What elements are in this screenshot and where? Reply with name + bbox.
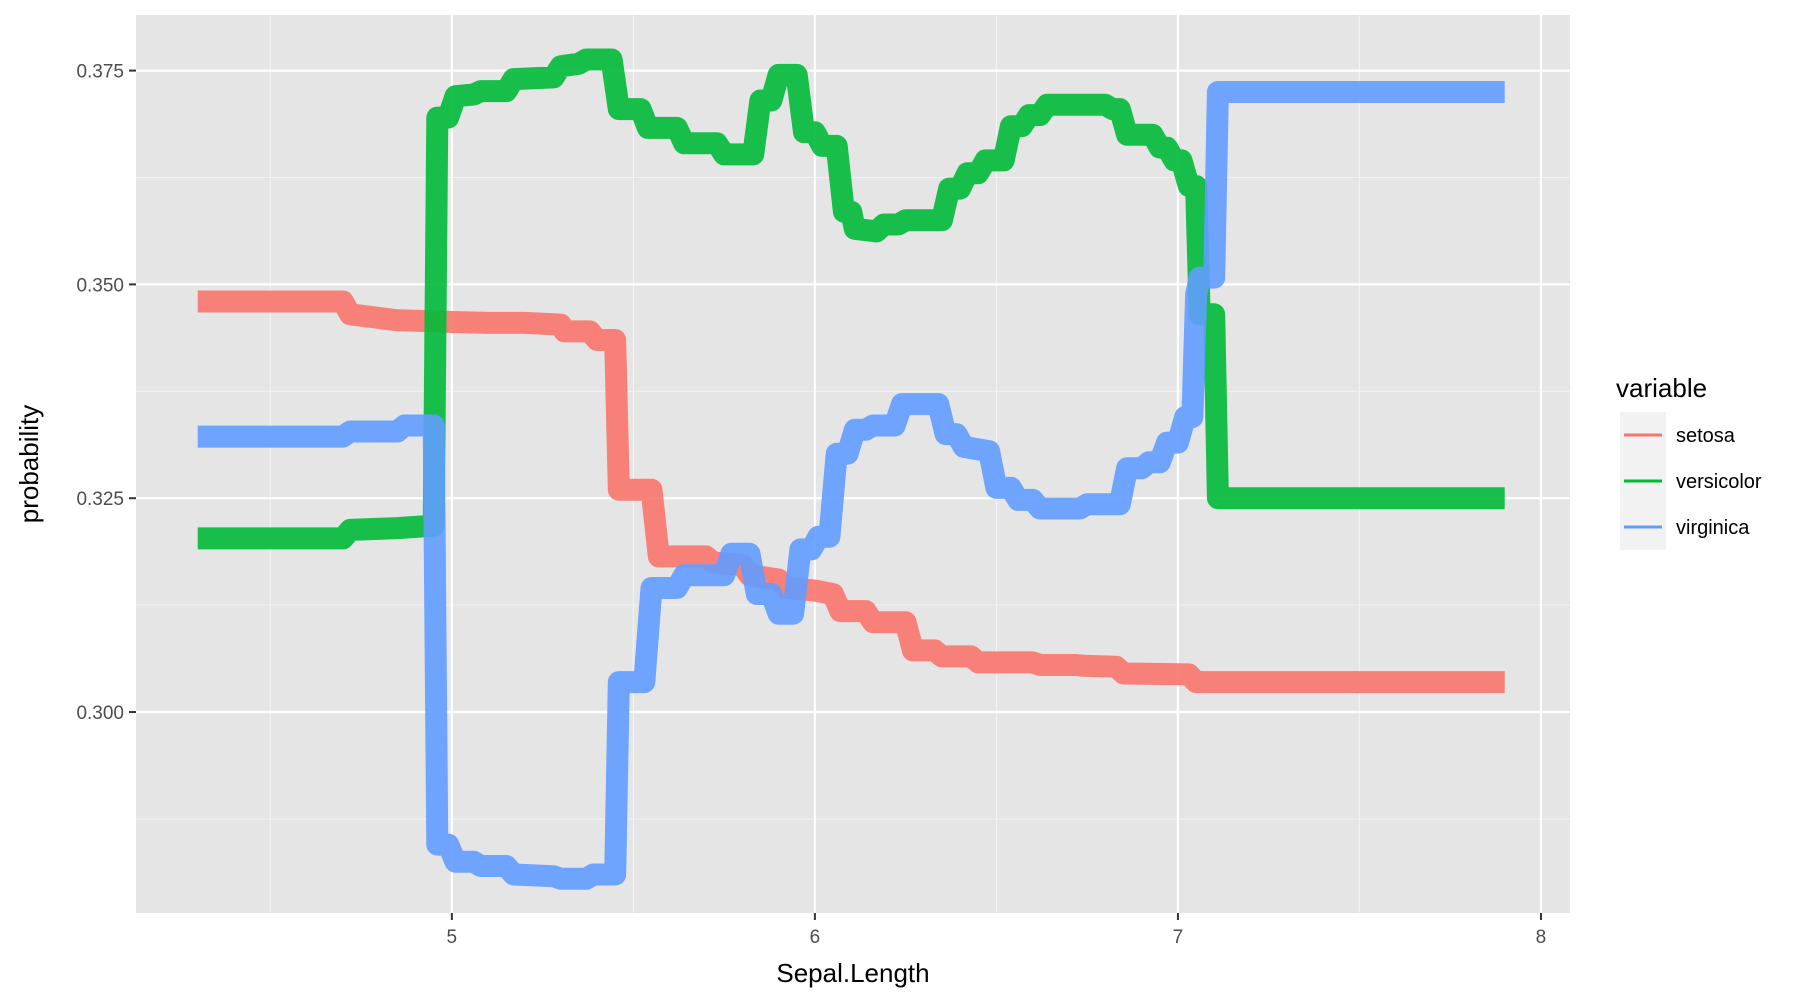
x-axis-title: Sepal.Length	[776, 958, 929, 988]
y-tick-label: 0.300	[76, 703, 124, 724]
x-axis: 5 6 7 8	[447, 913, 1547, 948]
legend-label-setosa: setosa	[1676, 425, 1736, 447]
y-tick-label: 0.325	[76, 489, 124, 510]
y-tick-label: 0.375	[76, 62, 124, 83]
x-tick-label: 5	[447, 927, 458, 948]
y-axis-title: probability	[14, 405, 44, 524]
series-line-versicolor	[197, 48, 1505, 550]
legend-label-virginica: virginica	[1676, 517, 1750, 539]
series-line-virginica	[197, 81, 1505, 890]
plot-panel	[136, 15, 1570, 913]
y-tick-label: 0.350	[76, 275, 124, 296]
series-layer	[197, 48, 1505, 890]
series-line-setosa	[197, 290, 1505, 694]
x-tick-label: 6	[810, 927, 821, 948]
legend: variable setosa versicolor virginica	[1616, 373, 1762, 550]
legend-title: variable	[1616, 373, 1707, 403]
x-tick-label: 8	[1536, 927, 1547, 948]
x-tick-label: 7	[1173, 927, 1184, 948]
y-axis: 0.300 0.325 0.350 0.375	[76, 62, 136, 724]
legend-label-versicolor: versicolor	[1676, 471, 1762, 493]
